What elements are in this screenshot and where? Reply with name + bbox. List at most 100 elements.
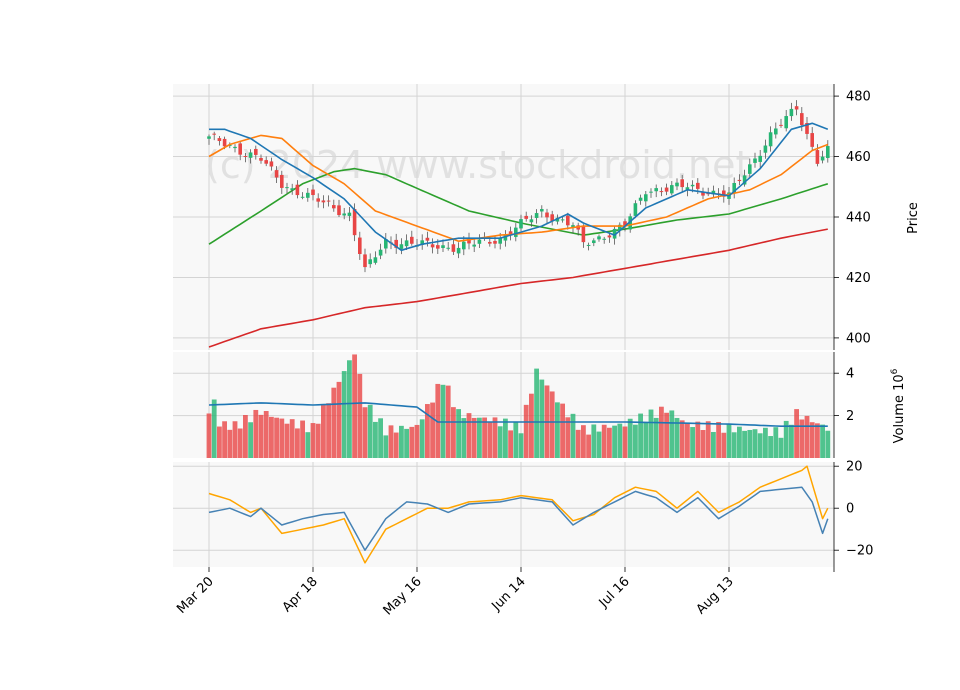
volume-bar [711,431,716,458]
candle-up [373,257,378,263]
x-tick-label: Jul 16 [596,574,633,611]
volume-bar [659,406,664,458]
candle-down [696,182,700,189]
volume-ma-polyline [208,402,828,428]
volume-bar [477,417,482,458]
volume-bar [425,404,430,458]
candle-up [597,236,601,240]
candle-down [358,237,362,255]
volume-bar [305,432,311,458]
watermark: (c) 2024 www.stockdroid.net [205,143,750,187]
ma-slow-line [208,167,829,245]
volume-bar [341,371,347,458]
oscillator-series-2 [208,465,829,564]
candle-up [820,156,825,161]
candle-down [425,237,430,241]
volume-bar [300,420,305,458]
volume-bar [269,416,274,458]
candle-up [233,146,237,149]
volume-bar [721,432,727,458]
candle-up [644,194,648,202]
candle-down [722,190,726,197]
candle-up [685,187,690,191]
volume-bar [451,407,456,458]
candle-up [774,128,778,135]
candle-up [560,219,565,221]
volume-bar [820,424,825,458]
candle-down [332,205,336,209]
volume-bar [487,422,493,458]
ma-fast-line [209,122,829,252]
y-tick-label: 0 [846,502,854,517]
volume-bar [799,419,805,458]
candle-down [311,189,315,196]
volume-bar [570,413,576,458]
candle-up [592,240,596,244]
volume-bar [607,427,612,458]
candle-up [612,228,617,239]
candle-down [243,156,248,158]
volume-bar [373,421,378,458]
volume-bar [217,426,222,458]
candle-up [503,234,508,241]
volume-bar [466,413,472,458]
candle-up [347,212,352,216]
volume-bar [461,418,467,458]
candle-up [456,247,461,254]
volume-bar [716,421,721,458]
volume-bar [232,421,238,458]
candle-up [789,108,794,117]
volume-bar [248,422,253,458]
y-tick-label: 460 [846,150,871,165]
volume-bar [357,373,363,458]
candle-up [555,217,560,222]
volume-bar [783,420,789,458]
candle-down [659,191,664,193]
price-axis-label: Price [906,202,921,234]
candle-down [274,170,279,178]
candle-down [623,221,627,227]
volume-bar [253,409,259,458]
volume-bar [388,425,394,458]
candle-down [352,209,357,236]
candle-up [768,132,773,147]
candle-up [628,216,632,230]
volume-bar [243,415,248,458]
candle-up [384,239,388,249]
volume-bar [731,432,737,458]
candle-up [654,188,658,192]
volume-bar [310,423,316,458]
candle-up [618,224,622,231]
volume-bar [419,419,425,458]
volume-bar [763,427,768,458]
volume-bar [669,410,675,458]
candle-up [420,240,424,245]
candle-up [368,259,372,265]
candle-down [779,124,783,126]
volume-bar [497,426,503,458]
volume-bar [409,426,415,458]
volume-bar [274,417,279,458]
volume-bar [591,424,597,458]
volume-bar [336,381,342,458]
candle-down [488,241,492,244]
volume-bar [383,435,389,458]
volume-ma-line [208,402,828,428]
volume-bar [778,437,784,458]
volume-bar [222,421,227,458]
volume-bar [596,431,602,458]
candle-up [472,244,476,247]
candle-down [217,138,222,142]
volume-bar [726,423,732,458]
volume-bar [638,413,643,458]
volume-bar [581,425,586,458]
candle-down [394,239,398,248]
volume-bar [399,425,404,458]
candle-down [581,226,586,243]
candle-down [363,254,367,268]
volume-bar [747,429,753,458]
volume-bar [471,417,477,458]
volume-bar [643,421,649,458]
volume-bar [674,417,680,458]
